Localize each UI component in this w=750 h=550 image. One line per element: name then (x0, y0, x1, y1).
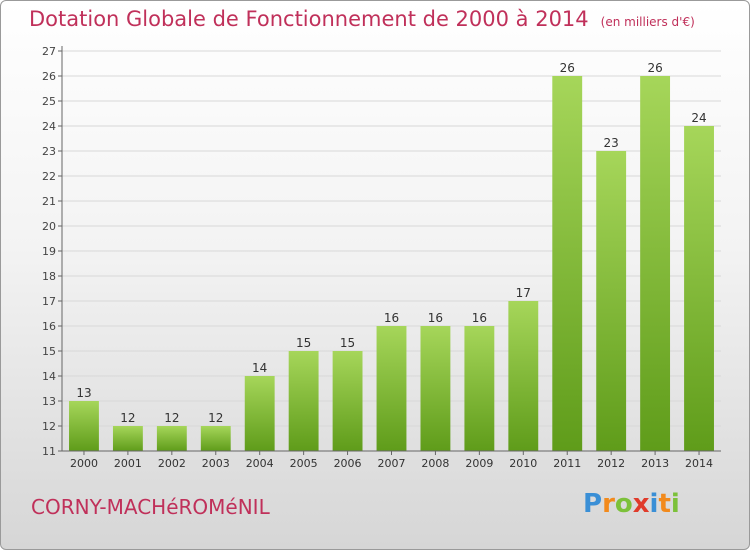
bar (464, 326, 495, 451)
y-tick-label: 21 (42, 195, 56, 208)
y-tick-label: 12 (42, 420, 56, 433)
data-label: 26 (560, 61, 575, 75)
x-tick-label: 2002 (158, 457, 186, 470)
bar (288, 351, 319, 451)
logo-letter: o (614, 489, 633, 519)
bar (640, 76, 671, 451)
bar (156, 426, 187, 451)
x-tick-label: 2008 (421, 457, 449, 470)
logo-letter: P (583, 489, 603, 519)
y-tick-label: 23 (42, 145, 56, 158)
bar (112, 426, 143, 451)
bar (244, 376, 275, 451)
data-label: 17 (516, 286, 531, 300)
data-label: 23 (604, 136, 619, 150)
data-label: 12 (120, 411, 135, 425)
data-label: 16 (428, 311, 443, 325)
axes: 11 12 13 14 15 16 17 18 19 20 21 22 23 24 25 26 27 2000 20… (42, 45, 721, 470)
logo-letter: x (632, 489, 650, 519)
data-label: 12 (164, 411, 179, 425)
bar (596, 151, 627, 451)
x-tick-label: 2009 (465, 457, 493, 470)
y-tick-label: 15 (42, 345, 56, 358)
y-tick-label: 14 (42, 370, 56, 383)
proxiti-logo[interactable]: Proxiti (583, 489, 680, 519)
chart-title: Dotation Globale de Fonctionnement de 20… (29, 7, 695, 31)
logo-letter: t (658, 489, 671, 519)
bars: 13 12 12 12 14 15 15 16 16 16 17 26 23 26 24 (69, 61, 714, 451)
title-unit-note: (en milliers d'€) (600, 15, 695, 29)
y-tick-label: 11 (42, 445, 56, 458)
data-label: 24 (691, 111, 706, 125)
data-label: 16 (384, 311, 399, 325)
y-tick-label: 18 (42, 270, 56, 283)
x-tick-label: 2013 (641, 457, 669, 470)
x-tick-label: 2011 (553, 457, 581, 470)
bar (376, 326, 407, 451)
y-tick-label: 27 (42, 45, 56, 58)
y-tick-label: 17 (42, 295, 56, 308)
data-label: 12 (208, 411, 223, 425)
data-label: 15 (340, 336, 355, 350)
x-tick-label: 2010 (509, 457, 537, 470)
y-tick-label: 22 (42, 170, 56, 183)
bar (552, 76, 583, 451)
x-tick-label: 2014 (685, 457, 713, 470)
bar (332, 351, 363, 451)
data-label: 13 (76, 386, 91, 400)
y-tick-label: 20 (42, 220, 56, 233)
logo-letter: i (670, 489, 680, 519)
data-label: 14 (252, 361, 267, 375)
x-tick-label: 2007 (378, 457, 406, 470)
y-tick-label: 16 (42, 320, 56, 333)
x-tick-label: 2012 (597, 457, 625, 470)
x-tick-label: 2003 (202, 457, 230, 470)
x-tick-label: 2000 (70, 457, 98, 470)
x-tick-label: 2001 (114, 457, 142, 470)
bar (69, 401, 99, 451)
bar (200, 426, 231, 451)
x-tick-label: 2004 (246, 457, 274, 470)
y-tick-label: 24 (42, 120, 56, 133)
title-main: Dotation Globale de Fonctionnement de 20… (29, 7, 589, 31)
logo-letter: i (649, 489, 659, 519)
y-tick-label: 26 (42, 70, 56, 83)
bar (420, 326, 451, 451)
bar (508, 301, 539, 451)
data-label: 15 (296, 336, 311, 350)
data-label: 26 (647, 61, 662, 75)
x-tick-label: 2005 (290, 457, 318, 470)
x-tick-label: 2006 (334, 457, 362, 470)
y-tick-label: 25 (42, 95, 56, 108)
logo-letter: r (602, 489, 615, 519)
bar (684, 126, 714, 451)
y-tick-label: 19 (42, 245, 56, 258)
data-label: 16 (472, 311, 487, 325)
commune-name: CORNY-MACHéROMéNIL (31, 495, 270, 519)
y-tick-label: 13 (42, 395, 56, 408)
